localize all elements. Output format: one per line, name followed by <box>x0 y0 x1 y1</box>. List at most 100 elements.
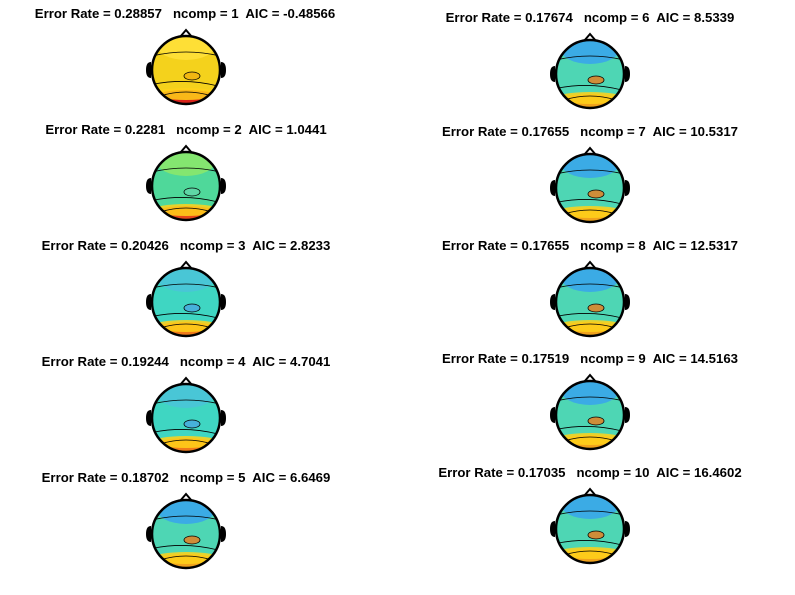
contour-line <box>153 81 219 87</box>
right-ear <box>625 180 630 196</box>
contour-line <box>557 85 623 91</box>
contour-line <box>587 75 605 85</box>
contour-line <box>587 416 605 426</box>
scalp-field <box>152 552 220 564</box>
panel-title: Error Rate = 0.17655 ncomp = 8 AIC = 12.… <box>441 238 739 253</box>
scalp-field <box>560 40 620 64</box>
scalp-field <box>588 190 604 198</box>
contour-line <box>556 169 624 175</box>
scalp-field <box>588 417 604 425</box>
contour-line <box>152 515 220 521</box>
contour-line <box>152 399 220 405</box>
head-outline <box>150 382 222 454</box>
head-outline <box>554 379 626 451</box>
scalp-field <box>184 304 200 312</box>
scalp-map <box>550 260 630 338</box>
left-ear <box>146 294 151 310</box>
scalp-field <box>556 320 624 332</box>
contour-line <box>153 429 219 435</box>
head-outline <box>150 34 222 106</box>
scalp-field <box>152 204 220 216</box>
right-ear <box>625 407 630 423</box>
scalp-field <box>184 420 200 428</box>
scalp-field <box>588 76 604 84</box>
scalp-field <box>560 381 620 405</box>
nose <box>583 32 597 42</box>
scalp-map <box>146 260 226 338</box>
nose <box>583 146 597 156</box>
scalp-field <box>556 433 624 445</box>
scalp-field <box>184 536 200 544</box>
nose <box>583 260 597 270</box>
scalp-field <box>556 206 624 218</box>
left-ear <box>550 407 555 423</box>
nose <box>179 28 193 38</box>
contour-line <box>183 535 201 545</box>
panel-title: Error Rate = 0.28857 ncomp = 1 AIC = -0.… <box>34 6 336 21</box>
scalp-field <box>560 154 620 178</box>
contour-line <box>153 313 219 319</box>
left-ear <box>550 180 555 196</box>
nose <box>583 373 597 383</box>
scalp-field <box>156 152 216 176</box>
contour-line <box>556 396 624 402</box>
left-ear <box>146 410 151 426</box>
panel-title: Error Rate = 0.18702 ncomp = 5 AIC = 6.6… <box>41 470 331 485</box>
scalp-field <box>588 531 604 539</box>
panel-title: Error Rate = 0.2281 ncomp = 2 AIC = 1.04… <box>45 122 327 137</box>
head-outline <box>554 38 626 110</box>
right-ear <box>221 526 226 542</box>
head-outline <box>554 266 626 338</box>
contour-line <box>557 313 623 319</box>
right-ear <box>221 294 226 310</box>
scalp-field <box>156 500 216 524</box>
scalp-map <box>550 487 630 565</box>
right-ear <box>625 66 630 82</box>
scalp-field <box>152 436 220 448</box>
contour-line <box>587 530 605 540</box>
left-ear <box>146 178 151 194</box>
scalp-field <box>556 92 624 104</box>
right-ear <box>221 410 226 426</box>
head-outline <box>150 266 222 338</box>
head-outline <box>554 493 626 565</box>
scalp-map <box>146 144 226 222</box>
contour-line <box>587 189 605 199</box>
scalp-field <box>184 72 200 80</box>
left-ear <box>146 526 151 542</box>
contour-line <box>152 167 220 173</box>
scalp-field <box>556 547 624 559</box>
contour-line <box>152 283 220 289</box>
scalp-map <box>146 492 226 570</box>
contour-line <box>153 197 219 203</box>
panel-title: Error Rate = 0.19244 ncomp = 4 AIC = 4.7… <box>41 354 331 369</box>
contour-line <box>152 51 220 57</box>
left-ear <box>550 294 555 310</box>
nose <box>179 492 193 502</box>
scalp-field <box>588 304 604 312</box>
panel-title: Error Rate = 0.17035 ncomp = 10 AIC = 16… <box>438 465 742 480</box>
contour-line <box>183 419 201 429</box>
head-outline <box>150 498 222 570</box>
contour-line <box>183 71 201 81</box>
scalp-map <box>550 146 630 224</box>
head-outline <box>554 152 626 224</box>
nose <box>179 144 193 154</box>
panel-title: Error Rate = 0.17655 ncomp = 7 AIC = 10.… <box>441 124 739 139</box>
scalp-field <box>152 320 220 332</box>
contour-line <box>556 510 624 516</box>
scalp-map <box>550 373 630 451</box>
panel-title: Error Rate = 0.20426 ncomp = 3 AIC = 2.8… <box>41 238 331 253</box>
contour-line <box>183 187 201 197</box>
contour-line <box>557 540 623 546</box>
contour-line <box>556 55 624 61</box>
scalp-map <box>550 32 630 110</box>
panel-title: Error Rate = 0.17519 ncomp = 9 AIC = 14.… <box>441 351 739 366</box>
right-ear <box>221 62 226 78</box>
left-ear <box>550 66 555 82</box>
contour-line <box>556 283 624 289</box>
scalp-field <box>156 268 216 292</box>
left-ear <box>550 521 555 537</box>
scalp-field <box>156 384 216 408</box>
contour-line <box>557 199 623 205</box>
